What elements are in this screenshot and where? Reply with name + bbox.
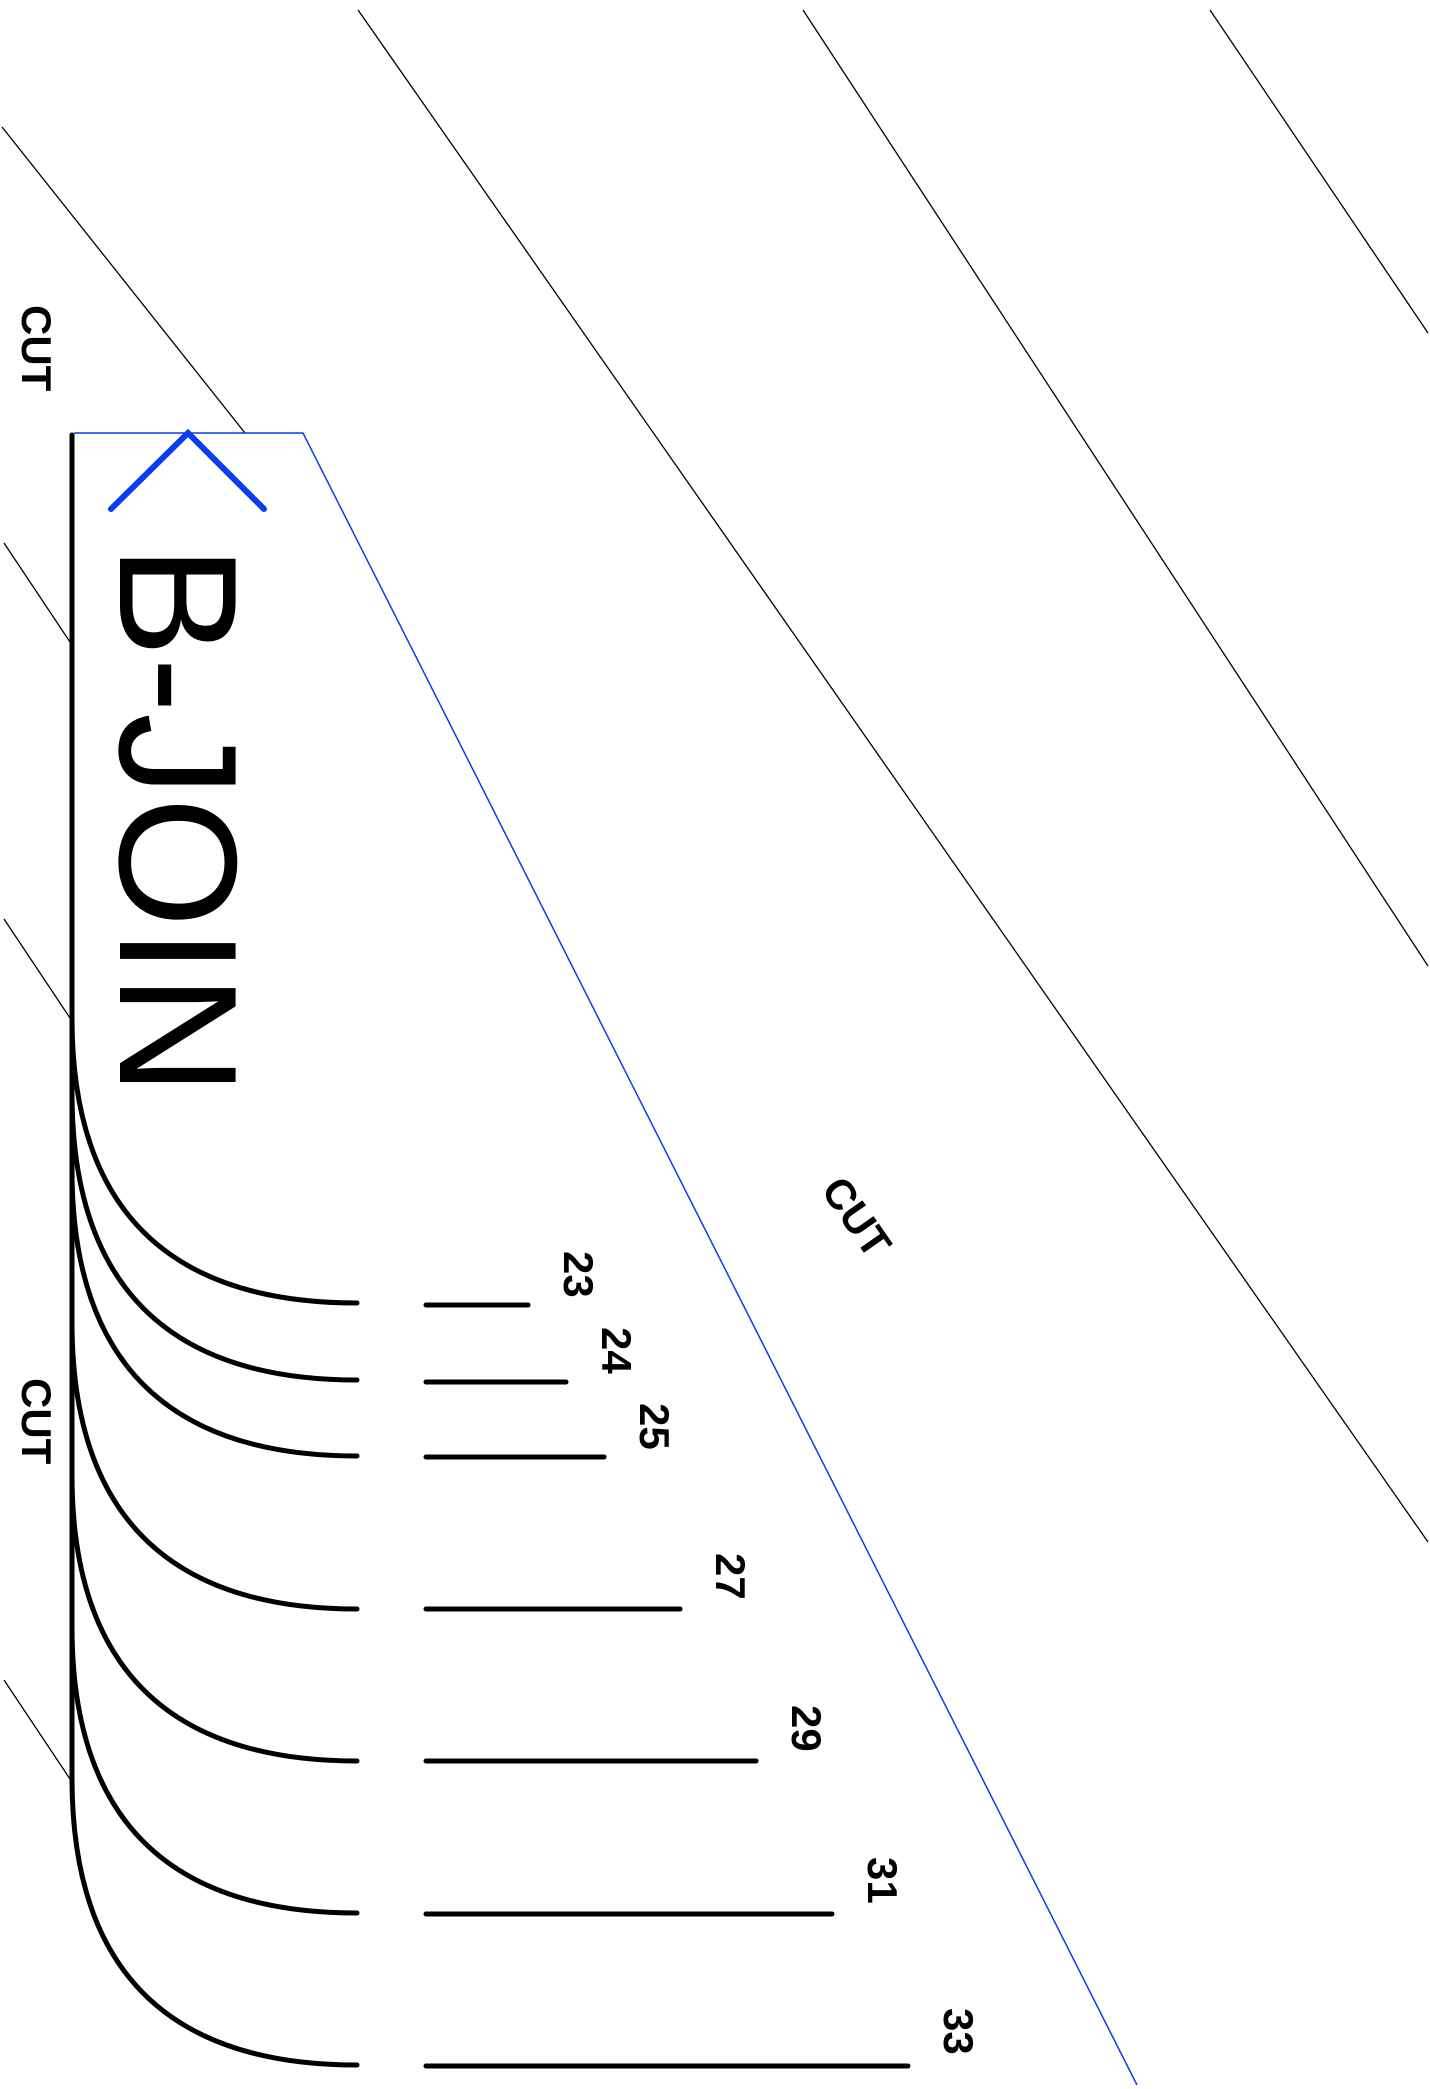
cut-label-middle: CUT	[13, 1378, 60, 1465]
tick-line-1	[3, 542, 73, 646]
title-label: B-JOIN	[84, 545, 272, 1096]
size-curve-31	[69, 1624, 360, 1916]
size-curve-27	[69, 1319, 360, 1612]
size-label-33: 33	[935, 2008, 982, 2055]
size-label-27: 27	[707, 1553, 754, 1600]
cut-line-mid-right	[802, 9, 1429, 967]
size-curve-25	[69, 1167, 360, 1459]
cut-line-mid-left	[357, 9, 1429, 1543]
cut-label-diagonal: CUT	[813, 1168, 901, 1266]
size-label-29: 29	[783, 1705, 830, 1752]
size-curve-23	[69, 1015, 360, 1306]
tick-line-3	[3, 1679, 73, 1783]
size-label-31: 31	[859, 1857, 906, 1904]
blue-chevron-mark	[108, 428, 267, 512]
size-label-23: 23	[555, 1251, 602, 1298]
cut-line-top-left	[1, 126, 246, 434]
size-curve-29	[69, 1472, 360, 1764]
blue-outline-guide	[74, 432, 1138, 2086]
cut-label-top: CUT	[13, 305, 60, 392]
size-curve-33	[69, 1775, 360, 2068]
size-label-24: 24	[593, 1327, 640, 1374]
cut-line-far-right	[1209, 9, 1429, 334]
size-label-25: 25	[631, 1403, 678, 1450]
tick-line-2	[3, 918, 73, 1022]
size-curve-24	[69, 1090, 360, 1383]
